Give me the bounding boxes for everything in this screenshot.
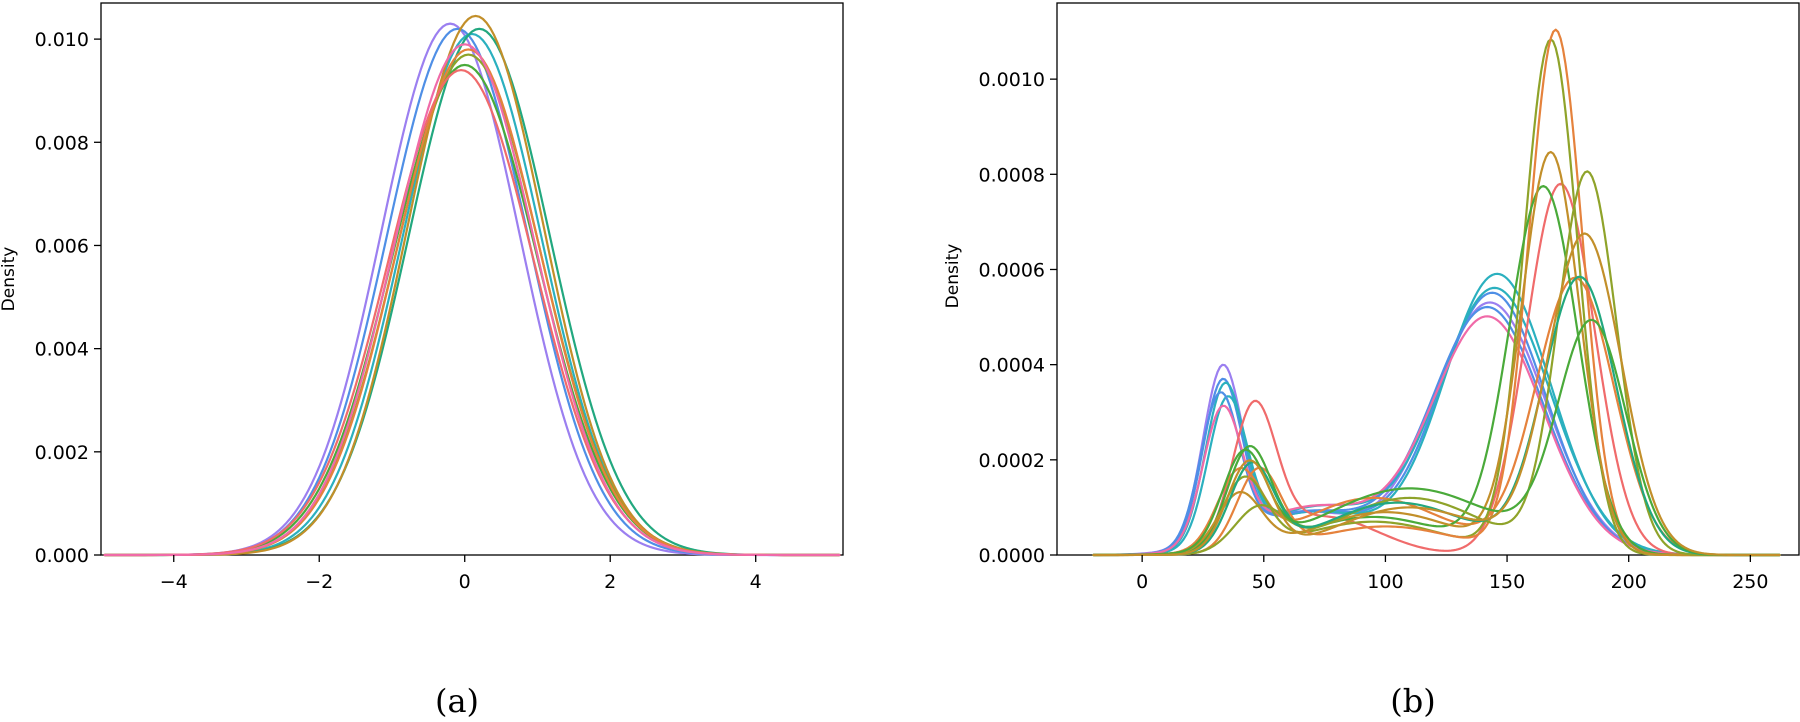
panel-b-axes-frame: [1056, 2, 1800, 556]
density-curve: [1092, 318, 1781, 557]
y-tick-label: 0.0010: [979, 69, 1045, 91]
y-tick-label: 0.0006: [979, 259, 1045, 281]
density-curve: [103, 43, 841, 557]
panel-a-axes-frame: [100, 2, 844, 556]
y-tick-label: 0.008: [35, 132, 89, 154]
y-tick-label: 0.000: [35, 545, 89, 567]
density-curve: [1092, 305, 1781, 557]
y-tick-label: 0.0002: [979, 450, 1045, 472]
density-curve: [1092, 301, 1781, 557]
y-tick-label: 0.010: [35, 29, 89, 51]
density-curve: [103, 22, 841, 557]
density-curve: [103, 48, 841, 557]
panel-b-x-ticks: 0 50 100 150 200 250: [1136, 555, 1768, 593]
density-curve: [103, 32, 841, 557]
x-tick-label: 200: [1611, 571, 1647, 593]
density-curve: [103, 27, 841, 557]
panel-a-x-ticks: −4 −2 0 2 4: [160, 555, 762, 593]
density-curve: [103, 53, 841, 557]
panel-b-y-axis-label: Density: [943, 244, 963, 309]
density-curve: [103, 63, 841, 557]
x-tick-label: 250: [1732, 571, 1768, 593]
y-tick-label: 0.004: [35, 339, 89, 361]
density-curve: [1092, 232, 1781, 557]
panel-a-curves: [103, 14, 841, 557]
y-tick-label: 0.006: [35, 235, 89, 257]
density-curve: [1092, 182, 1781, 557]
x-tick-label: 2: [604, 571, 616, 593]
x-tick-label: −2: [305, 571, 333, 593]
density-curve: [103, 27, 841, 557]
density-curve: [1092, 170, 1781, 557]
x-tick-label: 100: [1367, 571, 1403, 593]
density-curve: [1092, 272, 1781, 557]
density-curve: [1092, 150, 1781, 557]
panel-b-curves: [1092, 28, 1781, 557]
panel-b-density-plot: 0 50 100 150 200 250 0.0000 0.0002 0.0004 0.0006…: [943, 2, 1800, 720]
y-tick-label: 0.002: [35, 442, 89, 464]
panel-a-label: (a): [435, 682, 479, 720]
panel-a-density-plot: −4 −2 0 2 4 0.000 0.002 0.004 0.006 0.008 0.010 D…: [0, 2, 844, 720]
density-curve: [1092, 275, 1781, 557]
x-tick-label: 4: [750, 571, 762, 593]
panel-a-y-axis-label: Density: [0, 247, 19, 312]
x-tick-label: 0: [459, 571, 471, 593]
density-curve: [1092, 315, 1781, 557]
x-tick-label: 150: [1489, 571, 1525, 593]
density-curve: [1092, 184, 1781, 557]
x-tick-label: 50: [1252, 571, 1276, 593]
density-curve: [1092, 276, 1781, 557]
density-curve: [103, 68, 841, 557]
x-tick-label: 0: [1136, 571, 1148, 593]
panel-b-label: (b): [1390, 682, 1435, 720]
y-tick-label: 0.0004: [979, 355, 1045, 377]
y-tick-label: 0.0000: [979, 545, 1045, 567]
panel-a-y-ticks: 0.000 0.002 0.004 0.006 0.008 0.010: [35, 29, 101, 567]
panel-b-y-ticks: 0.0000 0.0002 0.0004 0.0006 0.0008 0.0010: [979, 69, 1057, 567]
x-tick-label: −4: [160, 571, 188, 593]
y-tick-label: 0.0008: [979, 164, 1045, 186]
density-curve: [103, 14, 841, 557]
